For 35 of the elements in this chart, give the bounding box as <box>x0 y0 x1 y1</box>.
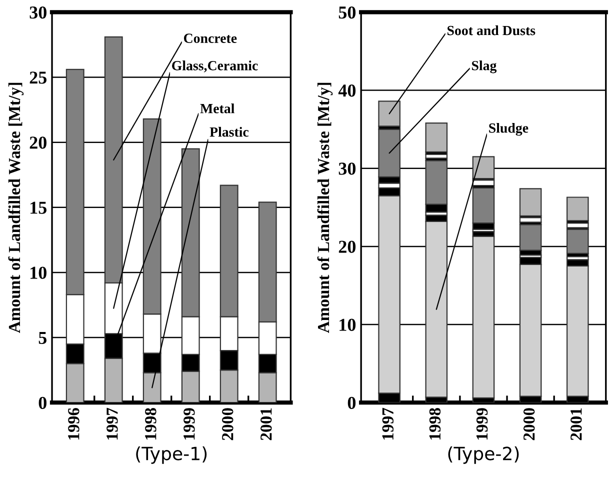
text: Slag <box>472 60 497 74</box>
y-axis-title: Amount of Landfilled Waste [Mt/y] <box>317 82 333 334</box>
x-axis-title: (Type-1) <box>136 446 207 464</box>
x-tick-label: 1998 <box>429 408 441 440</box>
x-axis-title: (Type-2) <box>448 446 519 464</box>
y-tick-label: 5 <box>38 332 46 344</box>
y-tick-label: 50 <box>338 6 356 19</box>
y-tick-label: 15 <box>30 202 46 214</box>
x-tick-label: 2001 <box>260 408 272 440</box>
text: Plastic <box>210 126 249 137</box>
x-tick-label: 1996 <box>68 408 80 440</box>
x-tick-label: 1999 <box>476 408 488 440</box>
text: Metal <box>200 104 234 114</box>
y-tick-label: 30 <box>338 162 356 175</box>
y-tick-label: 25 <box>30 72 46 84</box>
y-tick-label: 40 <box>338 84 356 97</box>
x-tick-label: 1997 <box>382 408 394 440</box>
text: Concrete <box>184 34 237 44</box>
x-tick-label: 2001 <box>570 408 582 440</box>
x-tick-label: 1998 <box>145 408 156 440</box>
y-tick-label: 0 <box>348 396 356 410</box>
text: Glass,Ceramic <box>172 60 258 72</box>
y-tick-label: 10 <box>30 266 46 279</box>
y-axis-title: Amount of Landfilled Waste [Mt/y] <box>8 82 24 334</box>
y-tick-label: 10 <box>340 318 356 331</box>
y-tick-label: 0 <box>38 396 46 410</box>
x-tick-label: 1997 <box>106 408 118 440</box>
y-tick-label: 30 <box>30 6 46 19</box>
x-tick-label: 2000 <box>523 408 535 440</box>
text: Sludge <box>489 122 528 136</box>
x-tick-label: 2000 <box>222 408 234 440</box>
y-tick-label: 20 <box>30 136 46 149</box>
text: Soot and Dusts <box>448 25 536 36</box>
y-tick-label: 20 <box>338 240 356 253</box>
x-tick-label: 1999 <box>184 408 195 440</box>
